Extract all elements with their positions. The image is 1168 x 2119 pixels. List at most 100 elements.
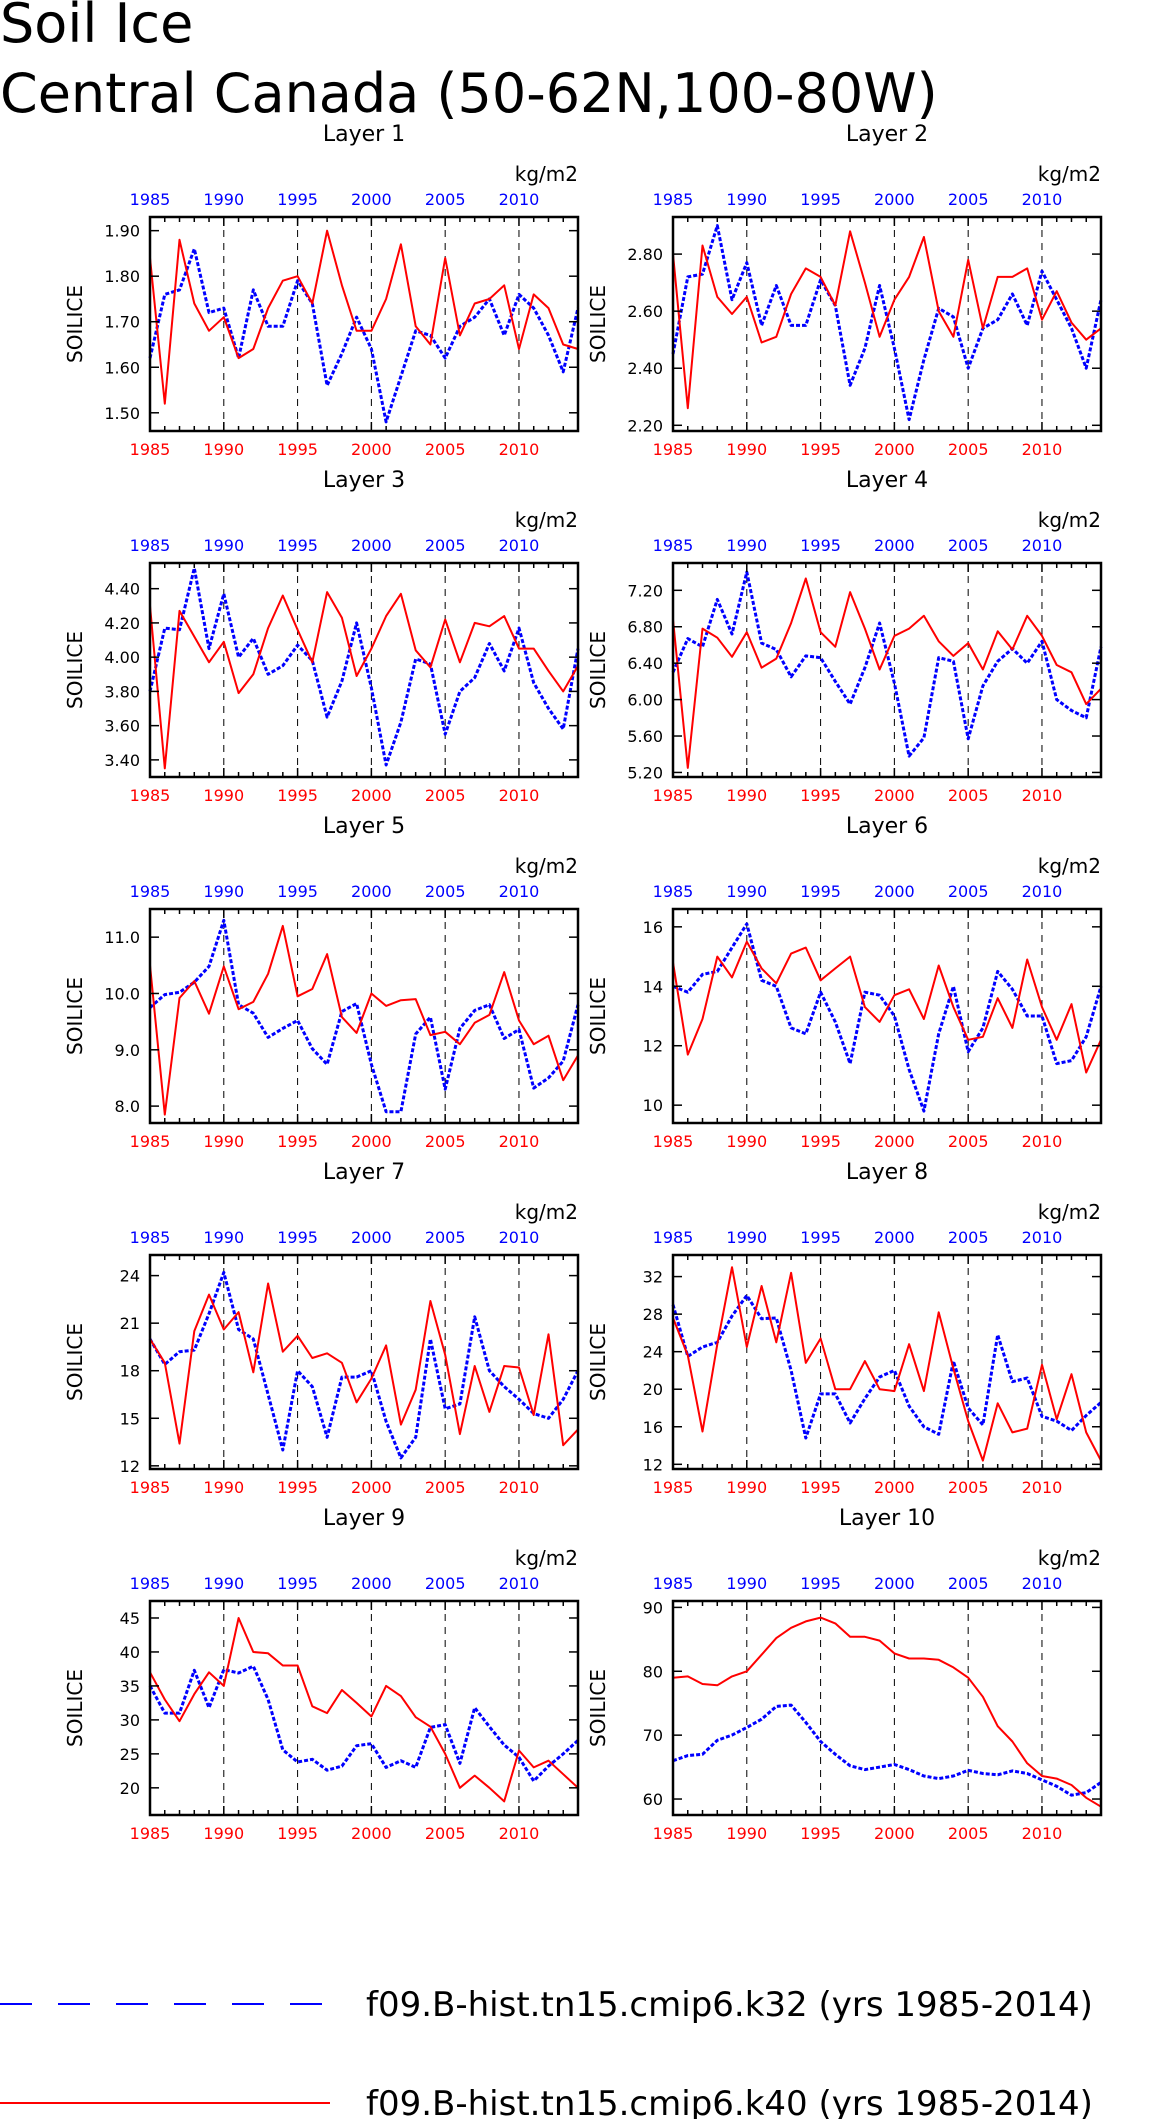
x-tick-label-bottom: 1995 xyxy=(277,786,318,805)
x-tick-label-top: 1990 xyxy=(203,536,244,555)
plot-frame xyxy=(671,1253,1103,1471)
x-tick-label-bottom: 2005 xyxy=(948,440,989,459)
x-tick-label-bottom: 2005 xyxy=(948,1132,989,1151)
x-tick-label-top: 2000 xyxy=(351,1574,392,1593)
x-tick-label-bottom: 2010 xyxy=(499,440,540,459)
x-tick-label-bottom: 1985 xyxy=(653,440,694,459)
y-tick-label: 16 xyxy=(643,918,663,937)
y-tick-label: 16 xyxy=(643,1418,663,1437)
units-label: kg/m2 xyxy=(515,162,578,186)
x-tick-label-bottom: 2005 xyxy=(425,1824,466,1843)
x-tick-label-top: 2000 xyxy=(874,190,915,209)
x-tick-label-top: 1985 xyxy=(130,536,171,555)
x-tick-label-top: 2005 xyxy=(425,190,466,209)
panel-title: Layer 4 xyxy=(846,468,928,493)
y-tick-label: 20 xyxy=(120,1779,140,1798)
x-tick-label-top: 1995 xyxy=(277,190,318,209)
y-tick-label: 4.00 xyxy=(104,648,140,667)
y-tick-label: 6.80 xyxy=(627,618,663,637)
units-label: kg/m2 xyxy=(1038,854,1101,878)
series-line-red xyxy=(672,940,1102,1074)
units-label: kg/m2 xyxy=(1038,1200,1101,1224)
x-tick-label-top: 2000 xyxy=(874,882,915,901)
y-tick-label: 28 xyxy=(643,1305,663,1324)
x-tick-label-top: 1990 xyxy=(726,190,767,209)
y-tick-label: 18 xyxy=(120,1362,140,1381)
x-tick-label-top: 2010 xyxy=(499,1574,540,1593)
y-tick-label: 3.60 xyxy=(104,717,140,736)
x-tick-label-bottom: 2000 xyxy=(874,1478,915,1497)
y-axis-label: SOILICE xyxy=(586,285,610,363)
y-axis-label: SOILICE xyxy=(63,1323,87,1401)
x-tick-label-bottom: 1990 xyxy=(726,786,767,805)
x-tick-label-top: 1995 xyxy=(800,190,841,209)
y-axis-label: SOILICE xyxy=(586,631,610,709)
x-tick-label-top: 1990 xyxy=(726,882,767,901)
x-tick-label-bottom: 1990 xyxy=(726,440,767,459)
y-tick-label: 30 xyxy=(120,1711,140,1730)
y-tick-label: 6.40 xyxy=(627,654,663,673)
series-line-red xyxy=(149,229,579,405)
x-tick-label-top: 2005 xyxy=(948,190,989,209)
y-axis-label: SOILICE xyxy=(63,1669,87,1747)
x-tick-label-bottom: 1985 xyxy=(653,1478,694,1497)
x-tick-label-bottom: 1990 xyxy=(203,1132,244,1151)
x-tick-label-top: 2005 xyxy=(425,1574,466,1593)
y-tick-label: 3.80 xyxy=(104,682,140,701)
series-line-blue xyxy=(148,1664,580,1783)
units-label: kg/m2 xyxy=(515,508,578,532)
x-tick-label-bottom: 1995 xyxy=(800,1824,841,1843)
x-tick-label-top: 2010 xyxy=(1022,190,1063,209)
x-tick-label-bottom: 1995 xyxy=(277,1132,318,1151)
panel-layer-4: Layer 4 kg/m2 SOILICE 1985 1985 1990 1990 1995 1… xyxy=(586,468,1103,805)
x-tick-label-top: 1990 xyxy=(203,882,244,901)
x-tick-label-bottom: 1990 xyxy=(726,1824,767,1843)
x-tick-label-top: 1990 xyxy=(726,1228,767,1247)
x-tick-label-bottom: 1990 xyxy=(203,1824,244,1843)
y-tick-label: 40 xyxy=(120,1643,140,1662)
panel-title: Layer 1 xyxy=(323,122,405,147)
units-label: kg/m2 xyxy=(515,854,578,878)
x-tick-label-bottom: 2000 xyxy=(351,440,392,459)
y-tick-label: 4.20 xyxy=(104,614,140,633)
y-axis-label: SOILICE xyxy=(63,631,87,709)
x-tick-label-bottom: 2010 xyxy=(499,786,540,805)
y-tick-label: 2.60 xyxy=(627,302,663,321)
series-line-blue xyxy=(671,224,1103,422)
panel-title: Layer 6 xyxy=(846,814,928,839)
main-title-line2: Central Canada (50-62N,100-80W) xyxy=(0,62,938,125)
y-tick-label: 12 xyxy=(643,1037,663,1056)
x-tick-label-bottom: 2005 xyxy=(425,1132,466,1151)
units-label: kg/m2 xyxy=(515,1546,578,1570)
panel-layer-3: Layer 3 kg/m2 SOILICE 1985 1985 1990 1990 1995 1… xyxy=(63,468,580,805)
x-tick-label-bottom: 2010 xyxy=(499,1132,540,1151)
x-tick-label-top: 2000 xyxy=(351,190,392,209)
x-tick-label-bottom: 1990 xyxy=(726,1478,767,1497)
x-tick-label-bottom: 1995 xyxy=(277,1478,318,1497)
x-tick-label-top: 2005 xyxy=(948,1574,989,1593)
y-tick-label: 24 xyxy=(120,1267,140,1286)
y-tick-label: 20 xyxy=(643,1380,663,1399)
x-tick-label-bottom: 2000 xyxy=(351,1478,392,1497)
panel-title: Layer 8 xyxy=(846,1160,928,1185)
x-tick-label-bottom: 1990 xyxy=(203,1478,244,1497)
y-tick-label: 45 xyxy=(120,1609,140,1628)
x-tick-label-bottom: 1990 xyxy=(203,786,244,805)
y-tick-label: 32 xyxy=(643,1268,663,1287)
plot-frame xyxy=(148,907,580,1125)
x-tick-label-top: 2000 xyxy=(351,882,392,901)
series-line-red xyxy=(672,1616,1102,1808)
x-tick-label-top: 2005 xyxy=(425,882,466,901)
y-tick-label: 12 xyxy=(120,1457,140,1476)
plot-frame xyxy=(671,1599,1103,1817)
x-tick-label-top: 2010 xyxy=(499,190,540,209)
series-line-blue xyxy=(671,570,1103,758)
x-tick-label-bottom: 2000 xyxy=(351,786,392,805)
x-tick-label-bottom: 1985 xyxy=(130,440,171,459)
x-tick-label-top: 2000 xyxy=(351,536,392,555)
x-tick-label-bottom: 2010 xyxy=(1022,1478,1063,1497)
plot-frame xyxy=(671,215,1103,433)
panels-group: Layer 1 kg/m2 SOILICE 1985 1985 1990 1990 1995 1… xyxy=(63,122,1103,1843)
panel-layer-1: Layer 1 kg/m2 SOILICE 1985 1985 1990 1990 1995 1… xyxy=(63,122,580,459)
y-axis-label: SOILICE xyxy=(63,977,87,1055)
